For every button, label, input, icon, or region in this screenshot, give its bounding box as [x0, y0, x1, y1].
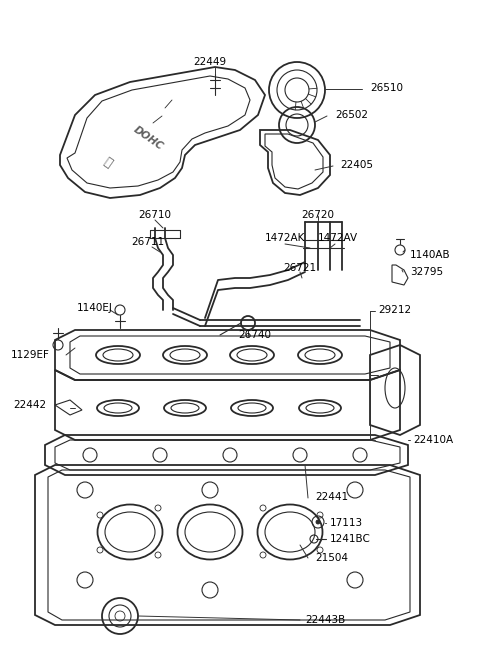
Text: 22449: 22449	[193, 57, 227, 67]
Text: 1241BC: 1241BC	[330, 534, 371, 544]
Text: 26721: 26721	[283, 263, 317, 273]
Text: 1472AV: 1472AV	[318, 233, 358, 243]
Text: 32795: 32795	[410, 267, 443, 277]
Text: 26711: 26711	[132, 237, 165, 247]
Text: 22410A: 22410A	[413, 435, 453, 445]
Text: 26502: 26502	[335, 110, 368, 120]
Text: 1140EJ: 1140EJ	[77, 303, 113, 313]
Text: ⓭: ⓭	[101, 155, 115, 170]
Text: 22441: 22441	[315, 492, 348, 502]
Text: 22442: 22442	[13, 400, 47, 410]
Circle shape	[316, 520, 320, 524]
Text: 29212: 29212	[378, 305, 411, 315]
Text: 22405: 22405	[340, 160, 373, 170]
Text: 26710: 26710	[139, 210, 171, 220]
Text: 26720: 26720	[301, 210, 335, 220]
Text: 26510: 26510	[370, 83, 403, 93]
Text: 22443B: 22443B	[305, 615, 345, 625]
Text: 1129EF: 1129EF	[11, 350, 49, 360]
Text: 1140AB: 1140AB	[410, 250, 451, 260]
Text: 1472AK: 1472AK	[265, 233, 305, 243]
Text: 26740: 26740	[239, 330, 272, 340]
Text: 17113: 17113	[330, 518, 363, 528]
Text: DOHC: DOHC	[132, 124, 165, 152]
Text: 21504: 21504	[315, 553, 348, 563]
